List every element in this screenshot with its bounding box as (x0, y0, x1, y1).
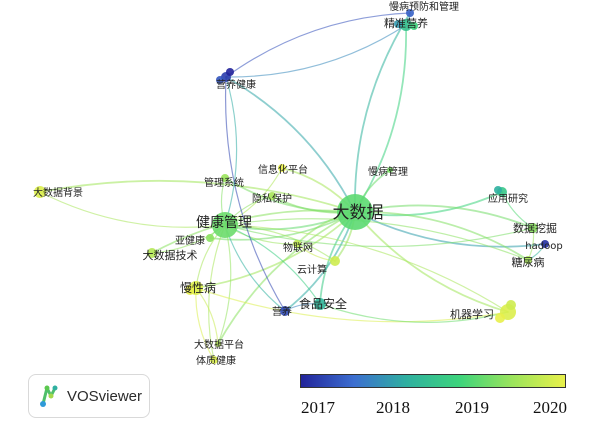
node-nutri_health-cluster-dot-1 (226, 68, 234, 76)
label-privacy[interactable]: 隐私保护 (252, 192, 292, 205)
node-precision_nutri[interactable] (400, 19, 412, 31)
label-bigdata_tech[interactable]: 大数据技术 (143, 248, 198, 262)
node-privacy[interactable] (268, 192, 276, 200)
label-precision_nutri[interactable]: 精准营养 (384, 16, 428, 30)
scale-label-2017: 2017 (301, 398, 335, 417)
scale-label-2020: 2020 (533, 398, 567, 417)
label-mgmt_sys[interactable]: 管理系统 (204, 176, 244, 189)
node-bigdata_platform[interactable] (215, 341, 221, 347)
scale-label-2018: 2018 (376, 398, 410, 417)
node-physique[interactable] (210, 356, 218, 364)
edge-nutri_health-chronic_prev (225, 12, 411, 78)
edge-chronic-physique (195, 287, 215, 361)
edge-health_mgmt-ml (224, 224, 509, 313)
scale-label-2019: 2019 (455, 398, 489, 417)
node-precision_nutri-cluster-dot-1 (410, 22, 418, 30)
edge-big_data-ml (354, 211, 509, 313)
node-iot[interactable] (293, 240, 301, 248)
label-food_safety[interactable]: 食品安全 (299, 296, 347, 311)
label-cloud[interactable]: 云计算 (297, 263, 327, 276)
node-nutri_health-cluster-dot-0 (216, 76, 224, 84)
year-color-scale (300, 374, 566, 388)
label-sub_health[interactable]: 亚健康 (175, 234, 205, 247)
year-scale-labels: 2017 2018 2019 2020 (0, 398, 600, 420)
edge-health_mgmt-food_safety (224, 224, 321, 305)
vosviewer-logo-icon (40, 385, 58, 407)
node-diabetes[interactable] (524, 256, 532, 264)
label-hadoop[interactable]: hadoop (525, 241, 562, 252)
edge-big_data-bigdata_tech (151, 209, 356, 254)
edge-big_data-precision_nutri (354, 24, 407, 213)
edge-nutri_health-precision_nutri (225, 24, 407, 78)
vosviewer-logo: VOSviewer (28, 374, 150, 418)
label-nutri_health[interactable]: 营养健康 (216, 78, 256, 91)
edge-chronic-ml (195, 287, 509, 323)
node-bigdata_bg[interactable] (34, 186, 46, 198)
edge-health_mgmt-bigdata_platform (217, 224, 232, 345)
node-big_data[interactable] (337, 194, 373, 230)
node-food_safety[interactable] (314, 298, 326, 310)
label-iot[interactable]: 物联网 (283, 241, 313, 254)
label-health_mgmt[interactable]: 健康管理 (196, 214, 252, 231)
node-data_mining[interactable] (528, 223, 538, 233)
label-chronic[interactable]: 慢性病 (180, 280, 216, 295)
vosviewer-wordmark: VOSviewer (67, 388, 143, 405)
edge-health_mgmt-nutri_health (224, 76, 238, 226)
label-bigdata_bg[interactable]: 大数据背景 (33, 186, 83, 199)
node-bigdata_tech[interactable] (147, 248, 157, 258)
node-nutrition[interactable] (280, 306, 290, 316)
node-app_research-cluster-dot-0 (494, 186, 502, 194)
edge-big_data-chronic (195, 211, 356, 289)
node-health_mgmt[interactable] (212, 212, 238, 238)
label-big_data[interactable]: 大数据 (333, 203, 384, 223)
label-ml[interactable]: 机器学习 (450, 307, 494, 321)
node-ml-cluster-dot-0 (495, 313, 505, 323)
node-precision_nutri-cluster-dot-0 (394, 20, 402, 28)
node-cloud[interactable] (330, 256, 340, 266)
label-nutrition[interactable]: 营养 (272, 305, 292, 318)
label-app_research[interactable]: 应用研究 (488, 192, 528, 205)
label-info_platform[interactable]: 信息化平台 (258, 163, 308, 176)
label-chronic_mgmt[interactable]: 慢病管理 (368, 165, 408, 178)
node-hadoop[interactable] (541, 240, 549, 248)
label-diabetes[interactable]: 糖尿病 (512, 255, 545, 269)
node-chronic_prev[interactable] (406, 9, 414, 17)
node-mgmt_sys[interactable] (221, 174, 229, 182)
edge-health_mgmt-bigdata_bg (39, 191, 226, 228)
edge-big_data-chronic_prev (354, 12, 411, 213)
edge-health_mgmt-physique (208, 224, 226, 361)
node-sub_health[interactable] (206, 234, 214, 242)
edge-big_data-data_mining (354, 204, 534, 229)
node-chronic-cluster-dot-0 (185, 285, 195, 295)
edge-big_data-nutri_health (225, 76, 356, 213)
edge-health_mgmt-diabetes (224, 218, 529, 261)
label-chronic_prev[interactable]: 慢病预防和管理 (389, 0, 459, 13)
edge-big_data-diabetes (354, 211, 529, 261)
label-physique[interactable]: 体质健康 (196, 354, 236, 367)
edge-chronic-bigdata_platform (195, 287, 219, 345)
node-chronic_mgmt[interactable] (387, 167, 393, 173)
label-bigdata_platform[interactable]: 大数据平台 (194, 338, 244, 351)
node-ml-cluster-dot-1 (506, 300, 516, 310)
edge-health_mgmt-data_mining (224, 224, 534, 248)
edge-big_data-bigdata_platform (217, 211, 356, 345)
label-data_mining[interactable]: 数据挖掘 (513, 221, 557, 235)
edge-big_data-bigdata_bg (39, 179, 356, 213)
node-layer (34, 9, 549, 364)
edge-nutrition-nutri_health (224, 76, 286, 312)
edge-food_safety-ml (319, 303, 509, 323)
node-info_platform[interactable] (278, 164, 286, 172)
